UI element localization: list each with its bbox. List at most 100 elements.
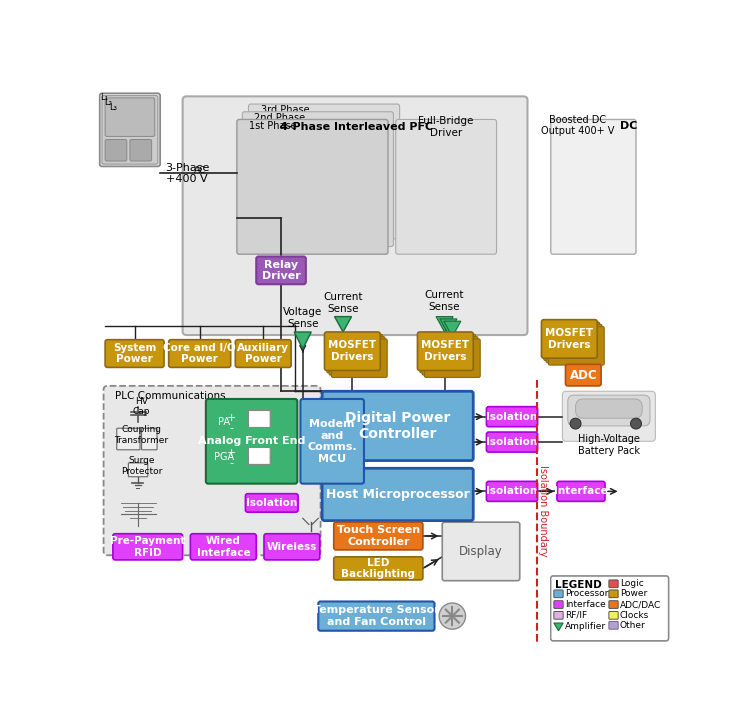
Text: High-Voltage
Battery Pack: High-Voltage Battery Pack — [578, 434, 640, 456]
FancyBboxPatch shape — [322, 468, 473, 521]
FancyBboxPatch shape — [568, 395, 650, 426]
FancyBboxPatch shape — [141, 428, 157, 450]
FancyBboxPatch shape — [609, 621, 618, 629]
Text: Voltage
Sense: Voltage Sense — [283, 307, 322, 329]
FancyBboxPatch shape — [102, 96, 158, 164]
Polygon shape — [554, 623, 563, 631]
FancyBboxPatch shape — [248, 447, 270, 465]
Text: DC: DC — [619, 121, 637, 131]
Text: 3-Phase
+400 V: 3-Phase +400 V — [165, 163, 209, 184]
Text: MOSFET
Drivers: MOSFET Drivers — [545, 328, 593, 350]
Text: Digital Power
Controller: Digital Power Controller — [345, 411, 450, 441]
FancyBboxPatch shape — [554, 600, 563, 608]
FancyBboxPatch shape — [117, 428, 140, 450]
FancyBboxPatch shape — [257, 256, 306, 285]
FancyBboxPatch shape — [551, 576, 669, 641]
FancyBboxPatch shape — [422, 337, 478, 375]
Text: Logic: Logic — [620, 579, 643, 588]
Text: ADC/DAC: ADC/DAC — [620, 600, 661, 609]
FancyBboxPatch shape — [191, 534, 257, 560]
Text: Auxiliary
Power: Auxiliary Power — [237, 343, 289, 364]
FancyBboxPatch shape — [237, 120, 388, 254]
FancyBboxPatch shape — [329, 337, 385, 375]
FancyBboxPatch shape — [486, 407, 538, 427]
FancyBboxPatch shape — [105, 340, 164, 367]
Text: HV
Cap: HV Cap — [133, 397, 150, 417]
Text: Current
Sense: Current Sense — [425, 290, 465, 312]
Text: Other: Other — [620, 621, 646, 630]
FancyBboxPatch shape — [242, 112, 393, 247]
Text: Modem
and
Comms.
MCU: Modem and Comms. MCU — [307, 419, 357, 464]
Text: Touch Screen
Controller: Touch Screen Controller — [337, 525, 420, 547]
FancyBboxPatch shape — [554, 590, 563, 597]
Text: Isolation: Isolation — [246, 498, 298, 508]
FancyBboxPatch shape — [486, 432, 538, 452]
FancyBboxPatch shape — [554, 611, 563, 619]
Text: L₁: L₁ — [99, 93, 108, 102]
FancyBboxPatch shape — [113, 534, 183, 560]
Text: Current
Sense: Current Sense — [323, 292, 363, 314]
Text: +: + — [227, 413, 236, 423]
Text: Display: Display — [459, 545, 503, 558]
Text: Processor: Processor — [565, 590, 608, 598]
Text: PA: PA — [218, 417, 230, 427]
FancyBboxPatch shape — [130, 139, 152, 161]
FancyBboxPatch shape — [420, 334, 476, 372]
FancyBboxPatch shape — [551, 120, 636, 254]
FancyBboxPatch shape — [264, 534, 320, 560]
Text: -: - — [230, 423, 233, 433]
FancyBboxPatch shape — [301, 399, 364, 484]
Text: Full-Bridge
Driver: Full-Bridge Driver — [418, 116, 473, 138]
Text: Wireless: Wireless — [267, 542, 317, 552]
FancyBboxPatch shape — [334, 522, 423, 550]
Text: 2nd Phase: 2nd Phase — [254, 113, 305, 123]
Text: Interface: Interface — [554, 486, 608, 497]
Text: PGA: PGA — [214, 452, 234, 462]
FancyBboxPatch shape — [544, 322, 600, 361]
FancyBboxPatch shape — [548, 327, 604, 365]
FancyBboxPatch shape — [609, 600, 618, 608]
FancyBboxPatch shape — [562, 391, 655, 441]
Circle shape — [631, 418, 642, 429]
Text: +: + — [227, 448, 236, 458]
Text: Amplifier: Amplifier — [565, 622, 606, 632]
FancyBboxPatch shape — [551, 576, 669, 641]
Text: RF/IF: RF/IF — [565, 611, 587, 620]
FancyBboxPatch shape — [236, 340, 291, 367]
Text: Isolation Boundary: Isolation Boundary — [539, 465, 548, 556]
FancyBboxPatch shape — [183, 97, 527, 335]
FancyBboxPatch shape — [99, 93, 160, 166]
Text: Interface: Interface — [565, 600, 605, 609]
Text: L₃: L₃ — [109, 102, 117, 112]
Text: 3rd Phase: 3rd Phase — [261, 105, 310, 115]
FancyBboxPatch shape — [609, 611, 618, 619]
Text: ADC: ADC — [569, 369, 597, 382]
Text: Core and I/O
Power: Core and I/O Power — [163, 343, 236, 364]
Text: System
Power: System Power — [113, 343, 156, 364]
FancyBboxPatch shape — [396, 120, 497, 254]
Text: Isolation: Isolation — [486, 486, 538, 497]
FancyBboxPatch shape — [327, 334, 382, 372]
FancyBboxPatch shape — [322, 391, 473, 460]
FancyBboxPatch shape — [103, 386, 321, 555]
Circle shape — [439, 603, 465, 629]
Text: LED
Backlighting: LED Backlighting — [341, 558, 415, 579]
FancyBboxPatch shape — [554, 588, 564, 597]
FancyBboxPatch shape — [442, 522, 520, 581]
Text: MOSFET
Drivers: MOSFET Drivers — [421, 340, 470, 362]
FancyBboxPatch shape — [105, 139, 127, 161]
FancyBboxPatch shape — [169, 340, 230, 367]
FancyBboxPatch shape — [417, 332, 473, 370]
Polygon shape — [436, 317, 453, 332]
FancyBboxPatch shape — [546, 325, 602, 363]
Text: Temperature Sensor
and Fan Control: Temperature Sensor and Fan Control — [313, 605, 440, 627]
Text: 1st Phase: 1st Phase — [250, 121, 297, 131]
Text: Coupling
Transformer: Coupling Transformer — [114, 425, 168, 445]
FancyBboxPatch shape — [609, 590, 618, 597]
Text: Analog Front End: Analog Front End — [198, 436, 305, 446]
Text: Power: Power — [620, 590, 647, 598]
Text: Logic: Logic — [605, 588, 629, 597]
FancyBboxPatch shape — [609, 580, 618, 587]
Text: Boosted DC
Output 400+ V: Boosted DC Output 400+ V — [542, 115, 615, 136]
FancyBboxPatch shape — [331, 339, 387, 378]
